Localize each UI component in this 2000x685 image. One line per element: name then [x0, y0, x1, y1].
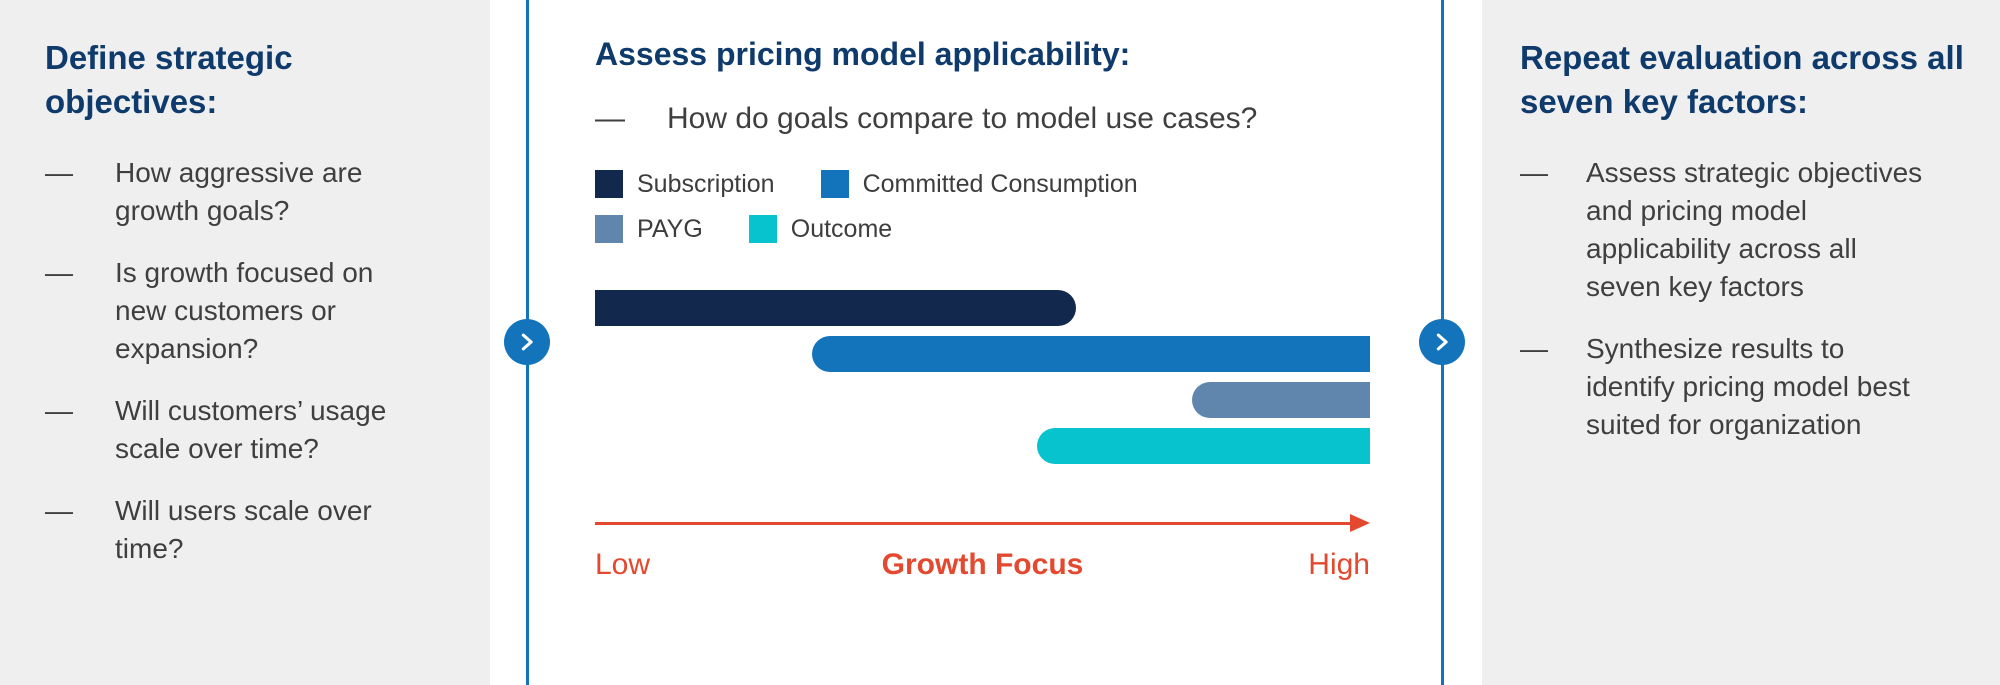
right-panel-heading: Repeat evaluation across all seven key f… — [1520, 39, 1964, 120]
list-item-text: How aggressive are growth goals? — [115, 156, 363, 226]
dash-bullet: — — [45, 395, 73, 427]
legend-item-payg: PAYG — [595, 215, 703, 244]
list-item: — Will users scale over time? — [45, 492, 455, 568]
growth-focus-axis — [595, 513, 1370, 534]
panel-define-strategic-objectives: Define strategic objectives: — How aggre… — [0, 0, 490, 685]
bar-payg — [1191, 381, 1370, 418]
left-panel-heading: Define strategic objectives: — [45, 39, 293, 120]
list-item: — Assess strategic objectives and pricin… — [1520, 154, 1970, 306]
list-item-text: Synthesize results to identify pricing m… — [1586, 333, 1910, 441]
legend-row: PAYG Outcome — [595, 215, 1370, 244]
legend-row: Subscription Committed Consumption — [595, 170, 1370, 199]
axis-title: Growth Focus — [881, 547, 1084, 581]
axis-line — [595, 521, 1354, 525]
legend-item-subscription: Subscription — [595, 170, 775, 199]
dash-bullet: — — [45, 256, 73, 288]
growth-focus-bar-chart — [595, 289, 1370, 474]
bar-outcome — [1036, 427, 1370, 464]
center-panel-question: — How do goals compare to model use case… — [595, 102, 1370, 136]
axis-label-high: High — [1308, 547, 1370, 581]
axis-arrowhead-icon — [1350, 513, 1370, 532]
dash-bullet: — — [1520, 333, 1548, 365]
list-item-text: Will customers’ usage scale over time? — [115, 395, 387, 465]
legend-label: Committed Consumption — [862, 169, 1138, 198]
outcome-color-swatch — [748, 215, 777, 244]
subscription-color-swatch — [595, 170, 623, 199]
panel-assess-pricing-model: Assess pricing model applicability: — Ho… — [595, 34, 1370, 582]
list-item-text: Will users scale over time? — [115, 495, 372, 565]
list-item: — Is growth focused on new customers or … — [45, 254, 455, 368]
dash-bullet: — — [1520, 156, 1548, 188]
chart-legend: Subscription Committed Consumption PAYG … — [595, 170, 1370, 244]
legend-label: PAYG — [637, 214, 703, 243]
question-text: How do goals compare to model use cases? — [667, 101, 1258, 135]
axis-label-low: Low — [595, 547, 651, 581]
committed-consumption-color-swatch — [820, 170, 849, 199]
legend-label: Subscription — [637, 169, 775, 198]
left-panel-list: — How aggressive are growth goals? — Is … — [45, 154, 455, 569]
flow-arrow-left — [504, 319, 550, 365]
center-panel-heading: Assess pricing model applicability: — [595, 36, 1131, 72]
list-item: — How aggressive are growth goals? — [45, 154, 455, 230]
dash-bullet: — — [45, 495, 73, 527]
right-panel-list: — Assess strategic objectives and pricin… — [1520, 154, 1970, 445]
flow-arrow-right — [1419, 319, 1465, 365]
legend-label: Outcome — [790, 214, 893, 243]
panel-repeat-evaluation: Repeat evaluation across all seven key f… — [1482, 0, 2000, 685]
payg-color-swatch — [595, 215, 623, 244]
legend-item-outcome: Outcome — [748, 214, 893, 244]
list-item-text: Assess strategic objectives and pricing … — [1586, 156, 1923, 302]
bar-subscription — [595, 289, 1076, 326]
chevron-right-icon — [1431, 331, 1453, 353]
axis-labels: Low Growth Focus High — [595, 548, 1370, 582]
bar-committed-consumption — [812, 335, 1370, 372]
legend-item-committed-consumption: Committed Consumption — [820, 169, 1138, 199]
list-item: — Will customers’ usage scale over time? — [45, 392, 455, 468]
list-item-text: Is growth focused on new customers or ex… — [115, 256, 374, 365]
chevron-right-icon — [516, 331, 538, 353]
dash-bullet: — — [595, 101, 625, 135]
dash-bullet: — — [45, 156, 73, 188]
list-item: — Synthesize results to identify pricing… — [1520, 330, 1970, 444]
